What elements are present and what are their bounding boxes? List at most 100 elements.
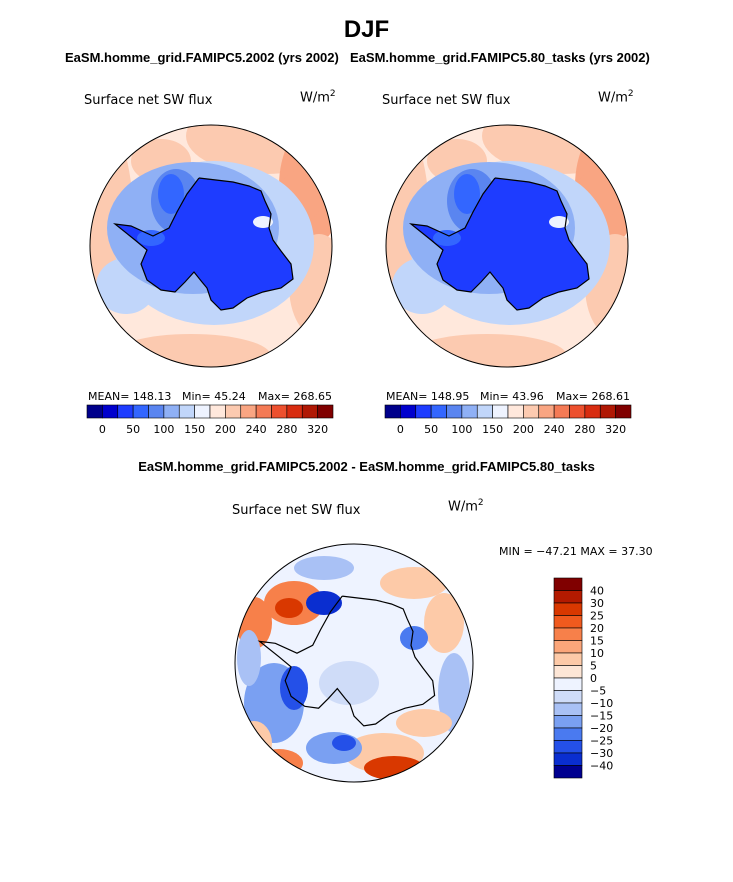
diff-stats: MIN = −47.21 MAX = 37.30	[499, 545, 653, 558]
right-colorbar-tick-label: 50	[424, 423, 438, 436]
right-colorbar-box	[507, 404, 524, 419]
diff-field-blob	[424, 593, 464, 653]
diff-colorbar-tick-label: 15	[590, 635, 604, 648]
left-colorbar-tick-label: 200	[215, 423, 236, 436]
right-map-border	[385, 124, 629, 368]
diff-field-blob	[275, 598, 303, 618]
diff-colorbar-box	[553, 627, 583, 641]
left-colorbar-box	[301, 404, 318, 419]
left-map-border	[89, 124, 333, 368]
right-colorbar-box	[415, 404, 432, 419]
right-colorbar-box	[446, 404, 463, 419]
diff-colorbar-tick-label: 40	[590, 585, 604, 598]
diff-variable-label: Surface net SW flux	[232, 503, 361, 518]
right-antarctica-field	[411, 178, 589, 310]
left-field-blob	[111, 334, 271, 367]
right-coastline	[408, 177, 590, 311]
left-units-label: W/m2	[300, 89, 336, 106]
diff-colorbar-tick-label: −40	[590, 760, 613, 773]
diff-colorbar-tick-label: 25	[590, 610, 604, 623]
left-colorbar-tick-label: 100	[153, 423, 174, 436]
diff-field-blob	[364, 756, 424, 780]
right-colorbar-box	[384, 404, 401, 419]
right-colorbar-box	[430, 404, 447, 419]
right-units-label: W/m2	[598, 89, 634, 106]
diff-colorbar-tick-label: −20	[590, 722, 613, 735]
left-colorbar-box	[178, 404, 195, 419]
left-stats-mean: MEAN= 148.13	[88, 390, 172, 403]
right-colorbar-tick-label: 320	[605, 423, 626, 436]
diff-colorbar-tick-label: −10	[590, 697, 613, 710]
right-colorbar-tick-label: 100	[451, 423, 472, 436]
right-colorbar-tick-label: 240	[544, 423, 565, 436]
diff-map	[235, 544, 473, 782]
diff-colorbar-box	[553, 690, 583, 704]
page-title: DJF	[343, 16, 390, 43]
diff-field-blob	[400, 626, 428, 650]
left-colorbar-box	[117, 404, 134, 419]
right-colorbar-box	[584, 404, 601, 419]
right-colorbar-tick-label: 150	[482, 423, 503, 436]
diff-colorbar-tick-label: 20	[590, 622, 604, 635]
right-colorbar-box	[599, 404, 616, 419]
diff-units-label: W/m2	[448, 498, 484, 515]
diff-colorbar-box	[553, 665, 583, 679]
left-colorbar-tick-label: 280	[276, 423, 297, 436]
left-peninsula-core	[158, 174, 184, 214]
diff-colorbar-box	[553, 577, 583, 591]
left-colorbar-box	[163, 404, 180, 419]
diff-colorbar-box	[553, 702, 583, 716]
diff-colorbar-box	[553, 590, 583, 604]
right-stats-min: Min= 43.96	[480, 390, 544, 403]
diff-colorbar-box	[553, 727, 583, 741]
diff-field-blob	[380, 567, 448, 599]
right-colorbar-box	[476, 404, 493, 419]
diff-colorbar-tick-label: 10	[590, 647, 604, 660]
diff-field-blob	[255, 749, 303, 777]
left-colorbar-box	[209, 404, 226, 419]
left-colorbar-tick-label: 50	[126, 423, 140, 436]
left-stats-max: Max= 268.65	[258, 390, 332, 403]
diff-field-blob	[396, 709, 452, 737]
left-colorbar-box	[317, 404, 334, 419]
right-colorbar-box	[538, 404, 555, 419]
diff-colorbar-box	[553, 615, 583, 629]
left-colorbar-tick-label: 240	[246, 423, 267, 436]
right-stats-max: Max= 268.61	[556, 390, 630, 403]
diff-colorbar-tick-label: 30	[590, 597, 604, 610]
diff-colorbar-box	[553, 752, 583, 766]
left-colorbar-box	[225, 404, 242, 419]
diff-field-blob	[306, 732, 362, 764]
right-colorbar-box	[492, 404, 509, 419]
right-stats-mean: MEAN= 148.95	[386, 390, 470, 403]
diff-field-blob	[319, 661, 379, 705]
diff-colorbar-tick-label: −25	[590, 735, 613, 748]
diff-colorbar-box	[553, 677, 583, 691]
left-colorbar-box	[86, 404, 103, 419]
right-peninsula-core	[454, 174, 480, 214]
right-ice-shelf-highlight	[549, 216, 569, 228]
left-stats-min: Min= 45.24	[182, 390, 246, 403]
diff-colorbar-box	[553, 640, 583, 654]
left-colorbar-box	[286, 404, 303, 419]
left-colorbar-box	[194, 404, 211, 419]
right-variable-label: Surface net SW flux	[382, 93, 511, 108]
left-colorbar-box	[240, 404, 257, 419]
right-colorbar-tick-label: 280	[574, 423, 595, 436]
diff-colorbar-tick-label: 5	[590, 660, 597, 673]
right-colorbar-box	[569, 404, 586, 419]
left-antarctica-field	[115, 178, 293, 310]
diff-colorbar-tick-label: 0	[590, 672, 597, 685]
left-colorbar-tick-label: 150	[184, 423, 205, 436]
left-variable-label: Surface net SW flux	[84, 93, 213, 108]
diff-colorbar-box	[553, 740, 583, 754]
right-map	[386, 125, 628, 367]
diff-colorbar-box	[553, 765, 583, 779]
diff-colorbar-tick-label: −15	[590, 710, 613, 723]
right-colorbar-box	[615, 404, 632, 419]
left-ice-shelf-highlight	[253, 216, 273, 228]
left-colorbar-box	[255, 404, 272, 419]
diff-field-blob	[237, 630, 261, 686]
left-colorbar-tick-label: 0	[99, 423, 106, 436]
